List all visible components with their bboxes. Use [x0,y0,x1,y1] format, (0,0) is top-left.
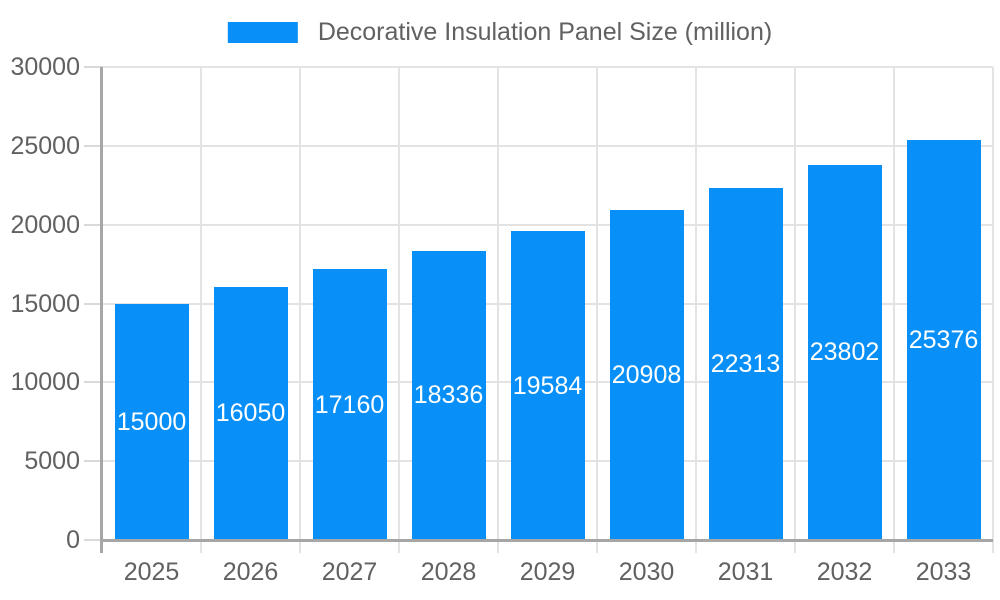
chart-legend[interactable]: Decorative Insulation Panel Size (millio… [227,18,773,47]
bar-value-label: 20908 [611,361,682,390]
x-axis-line [100,539,993,542]
y-axis-line [100,67,103,553]
y-axis-tick [84,460,102,463]
gridline-vertical [596,67,598,553]
gridline-vertical [893,67,895,553]
x-axis-tick-label: 2029 [519,558,576,586]
y-axis-tick-label: 20000 [10,210,80,239]
x-axis-tick-label: 2031 [717,558,774,586]
y-axis-tick [84,144,102,147]
gridline-vertical [695,67,697,553]
gridline-horizontal [102,223,993,226]
y-axis-tick-label: 5000 [24,447,80,476]
y-axis-tick-label: 15000 [10,289,80,318]
bar [708,188,783,540]
gridline-horizontal [102,66,993,68]
gridline-vertical [794,67,796,553]
gridline-vertical [497,67,499,553]
x-axis-tick-label: 2030 [618,558,675,586]
bar [312,269,387,540]
gridline-vertical [992,67,994,553]
bar-value-label: 25376 [908,325,979,354]
y-axis-tick [84,66,102,68]
bar-value-label: 16050 [215,399,286,428]
bar-value-label: 17160 [314,390,385,419]
legend-label: Decorative Insulation Panel Size (millio… [317,18,773,46]
legend-swatch [227,22,298,43]
x-axis-tick-label: 2028 [420,558,477,586]
x-axis-tick-label: 2027 [321,558,378,586]
y-axis-tick-label: 10000 [10,368,80,397]
bar [213,286,288,540]
gridline-vertical [398,67,400,553]
x-axis-tick-label: 2025 [123,558,180,586]
bar [411,250,486,540]
bar [906,139,981,540]
y-axis-tick-label: 0 [66,526,80,554]
bar [510,231,585,540]
bar-value-label: 15000 [116,407,187,436]
bar [114,303,189,540]
bar [807,164,882,540]
gridline-vertical [200,67,202,553]
y-axis-tick-label: 25000 [10,131,80,160]
x-axis-tick-label: 2026 [222,558,279,586]
gridline-vertical [299,67,301,553]
bar-value-label: 22313 [710,350,781,379]
bar [609,210,684,540]
gridline-horizontal [102,144,993,147]
bar-value-label: 18336 [413,381,484,410]
y-axis-tick [84,539,102,541]
x-axis-tick-label: 2032 [816,558,873,586]
y-axis-tick [84,302,102,305]
y-axis-tick-label: 30000 [10,53,80,81]
x-axis-tick-label: 2033 [915,558,972,586]
y-axis-tick [84,223,102,226]
bar-value-label: 23802 [809,338,880,367]
bar-value-label: 19584 [512,371,583,400]
y-axis-tick [84,381,102,384]
